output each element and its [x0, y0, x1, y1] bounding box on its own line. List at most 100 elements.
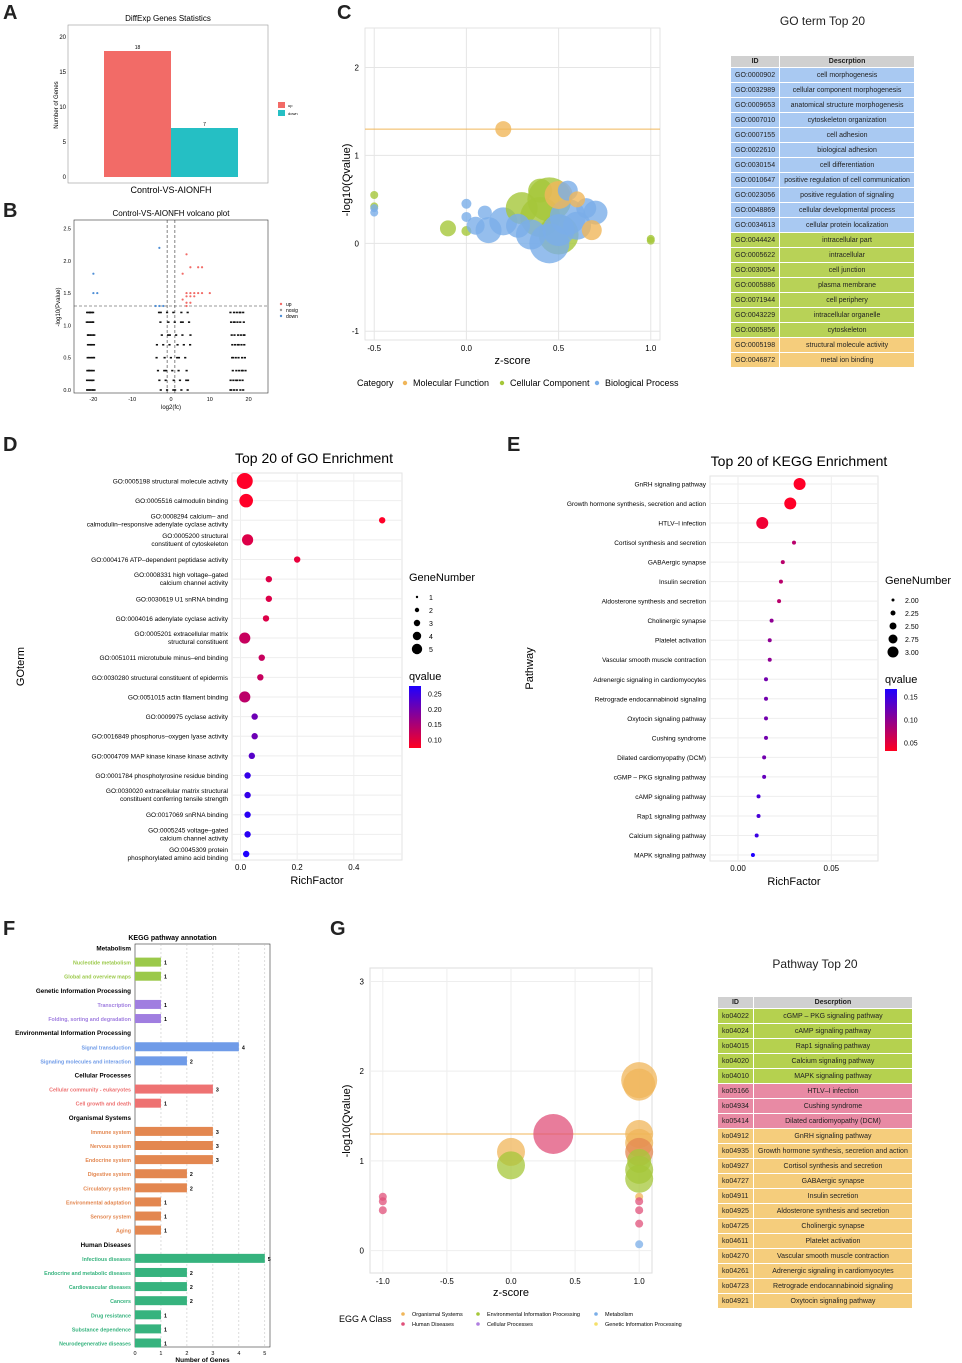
- f-bar: [135, 1310, 161, 1320]
- f-bar: [135, 1183, 187, 1193]
- c-legend-dot: [594, 380, 600, 386]
- d-color-legend-label: 0.25: [428, 692, 442, 699]
- b-point-nosig: [86, 389, 89, 391]
- b-point-nosig: [178, 379, 182, 382]
- a-legend-swatch: [278, 102, 285, 108]
- pathway-table-id-cell: ko04912: [717, 1128, 754, 1144]
- b-legend-dot: [279, 302, 283, 306]
- b-point-nosig: [173, 321, 176, 323]
- f-category-label: Nervous system: [90, 1144, 131, 1150]
- f-bar: [135, 1056, 187, 1066]
- g-xtick-label: -0.5: [440, 1277, 454, 1286]
- d-size-legend-label: 5: [429, 647, 433, 654]
- e-category-label: Aldosterone synthesis and secretion: [602, 599, 707, 606]
- d-xtick-label: 0.2: [292, 863, 304, 872]
- go-table-desc-cell: positive regulation of signaling: [779, 187, 915, 203]
- b-point-nosig: [89, 356, 92, 359]
- d-category-label: GO:0045309 protein: [169, 847, 228, 854]
- b-point-nosig: [239, 334, 242, 336]
- f-bar: [135, 1267, 187, 1277]
- pathway-table-desc-cell: GnRH signaling pathway: [752, 1128, 914, 1144]
- pathway-table-id-cell: ko04725: [717, 1218, 754, 1234]
- a-bar-label: 7: [203, 122, 206, 128]
- c-ylabel: -log10(Qvalue): [341, 144, 353, 217]
- b-ytick-label: 1.5: [63, 291, 71, 297]
- e-point: [767, 638, 772, 643]
- e-size-legend-dot: [887, 646, 899, 658]
- go-table-row: GO:0022610 biological adhesion: [729, 142, 915, 158]
- d-point: [258, 654, 265, 661]
- c-legend-label: Cellular Component: [510, 378, 590, 388]
- f-bar-value: 3: [216, 1144, 219, 1150]
- go-table-id-cell: GO:0023056: [729, 187, 781, 203]
- pathway-table-desc-cell: Retrograde endocannabinoid signaling: [752, 1278, 914, 1294]
- b-point-up: [197, 291, 200, 295]
- b-ylabel: -log10(Pvalue): [56, 287, 62, 326]
- g-xlabel: z-score: [493, 1287, 529, 1299]
- pathway-table-row: ko04921 Oxytocin signaling pathway: [717, 1293, 914, 1309]
- b-point-up: [200, 291, 204, 295]
- go-table-desc-cell: intracellular: [779, 247, 915, 263]
- b-point-nosig: [232, 389, 236, 391]
- b-ytick-label: 2.5: [63, 226, 71, 232]
- b-point-nosig: [156, 369, 160, 372]
- f-bar-value: 1: [164, 1229, 167, 1235]
- b-point-nosig: [87, 389, 90, 391]
- f-category-label: Digestive system: [88, 1172, 132, 1178]
- f-bar: [135, 1098, 161, 1108]
- b-point-nosig: [88, 343, 91, 346]
- b-point-down: [96, 291, 99, 295]
- g-legend-label: Human Diseases: [412, 1322, 454, 1328]
- pathway-table-row: ko05166 HTLV–I infection: [717, 1083, 914, 1099]
- d-size-legend-label: 3: [429, 621, 433, 628]
- b-point-nosig: [165, 389, 169, 391]
- pathway-table-desc-cell: Calcium signaling pathway: [752, 1053, 914, 1069]
- panel-letter-c: C: [337, 2, 352, 24]
- d-point: [265, 595, 273, 602]
- go-table-desc-cell: biological adhesion: [779, 142, 915, 158]
- b-point-down: [158, 246, 161, 249]
- e-point: [764, 677, 768, 682]
- c-bubble-mf: [569, 191, 586, 208]
- e-point: [764, 735, 768, 740]
- pathway-table-desc-cell: HTLV–I infection: [752, 1083, 914, 1099]
- go-table-desc-cell: cell differentiation: [779, 157, 915, 173]
- c-bubble-mf: [495, 121, 512, 138]
- go-table-desc-cell: cytoskeleton organization: [779, 112, 915, 128]
- pathway-table-desc-cell: Cushing syndrome: [752, 1098, 914, 1114]
- b-legend-label: nosig: [286, 308, 298, 314]
- f-bar-value: 5: [268, 1257, 271, 1263]
- d-size-legend-dot: [412, 631, 422, 641]
- d-color-legend-label: 0.20: [428, 707, 442, 714]
- b-point-nosig: [186, 311, 189, 314]
- a-xlabel: Control-VS-AIONFH: [130, 185, 211, 195]
- b-point-up: [200, 266, 204, 269]
- e-category-label: Vascular smooth muscle contraction: [602, 657, 706, 664]
- g-ytick-label: 2: [360, 1067, 365, 1076]
- f-bar-value: 1: [164, 975, 167, 981]
- f-bar: [135, 1014, 161, 1024]
- b-point-down: [154, 304, 157, 308]
- panel-letter-d: D: [3, 434, 18, 456]
- f-bar: [135, 1225, 161, 1235]
- pathway-table-id-cell: ko04022: [717, 1008, 754, 1024]
- go-table-row: GO:0030054 cell junction: [729, 262, 915, 278]
- f-category-label: Endocrine and metabolic diseases: [44, 1271, 131, 1277]
- pathway-table-id-cell: ko04270: [717, 1248, 754, 1264]
- go-table-desc-cell: positive regulation of cell communicatio…: [779, 172, 915, 188]
- e-category-label: cAMP signaling pathway: [635, 794, 706, 801]
- go-table-row: GO:0034613 cellular protein localization: [729, 217, 915, 233]
- e-point: [793, 478, 806, 490]
- a-ylabel: Number of Genes: [54, 81, 60, 128]
- pathway-table-desc-cell: Growth hormone synthesis, secretion and …: [752, 1143, 914, 1159]
- b-point-nosig: [239, 321, 242, 323]
- g-bubble: [378, 1206, 387, 1215]
- go-table-id-cell: GO:0044424: [729, 232, 781, 248]
- d-point: [248, 752, 256, 760]
- go-table-id-cell: GO:0034613: [729, 217, 781, 233]
- d-category-label: GO:0005201 extracellular matrix: [134, 631, 228, 638]
- f-bar: [135, 1253, 265, 1263]
- f-group-header: Genetic Information Processing: [36, 988, 131, 995]
- a-ytick-label: 20: [59, 35, 66, 41]
- e-size-legend-title: GeneNumber: [885, 575, 951, 587]
